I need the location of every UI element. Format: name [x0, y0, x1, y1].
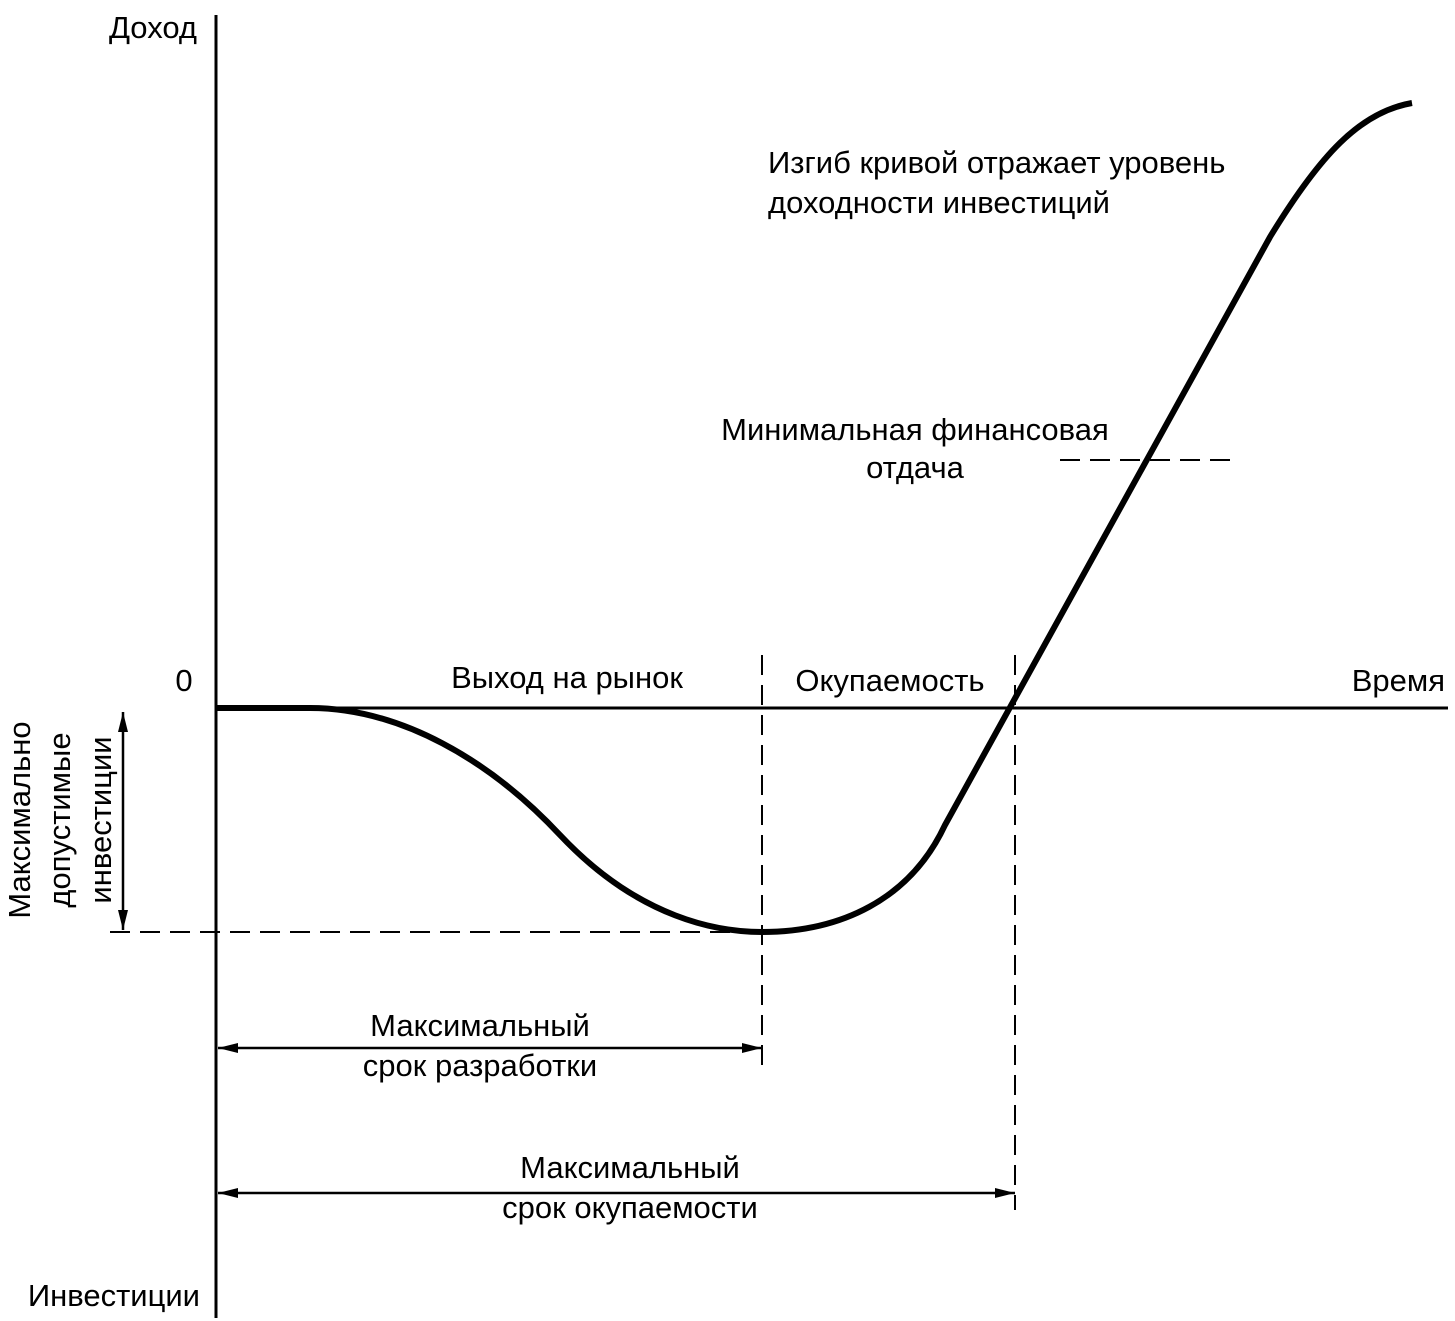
- origin-label: 0: [175, 663, 192, 698]
- investment-curve: [216, 100, 1413, 936]
- side-label: Максимально: [2, 721, 37, 918]
- note: Максимальный: [370, 1008, 590, 1043]
- axis-label: Инвестиции: [28, 1278, 200, 1313]
- note: срок окупаемости: [502, 1190, 758, 1225]
- note: Изгиб кривой отражает уровень: [768, 145, 1225, 180]
- side-label: инвестиции: [83, 736, 118, 903]
- note: отдача: [866, 450, 965, 485]
- note: срок разработки: [363, 1048, 597, 1083]
- axis-label: Доход: [109, 10, 197, 45]
- phase-label: Окупаемость: [795, 663, 984, 698]
- phase-label: Выход на рынок: [451, 660, 683, 695]
- side-label: допустимые: [42, 732, 77, 907]
- note: Максимальный: [520, 1150, 740, 1185]
- note: доходности инвестиций: [768, 185, 1110, 220]
- note: Минимальная финансовая: [721, 412, 1109, 447]
- axis-label: Время: [1352, 663, 1445, 698]
